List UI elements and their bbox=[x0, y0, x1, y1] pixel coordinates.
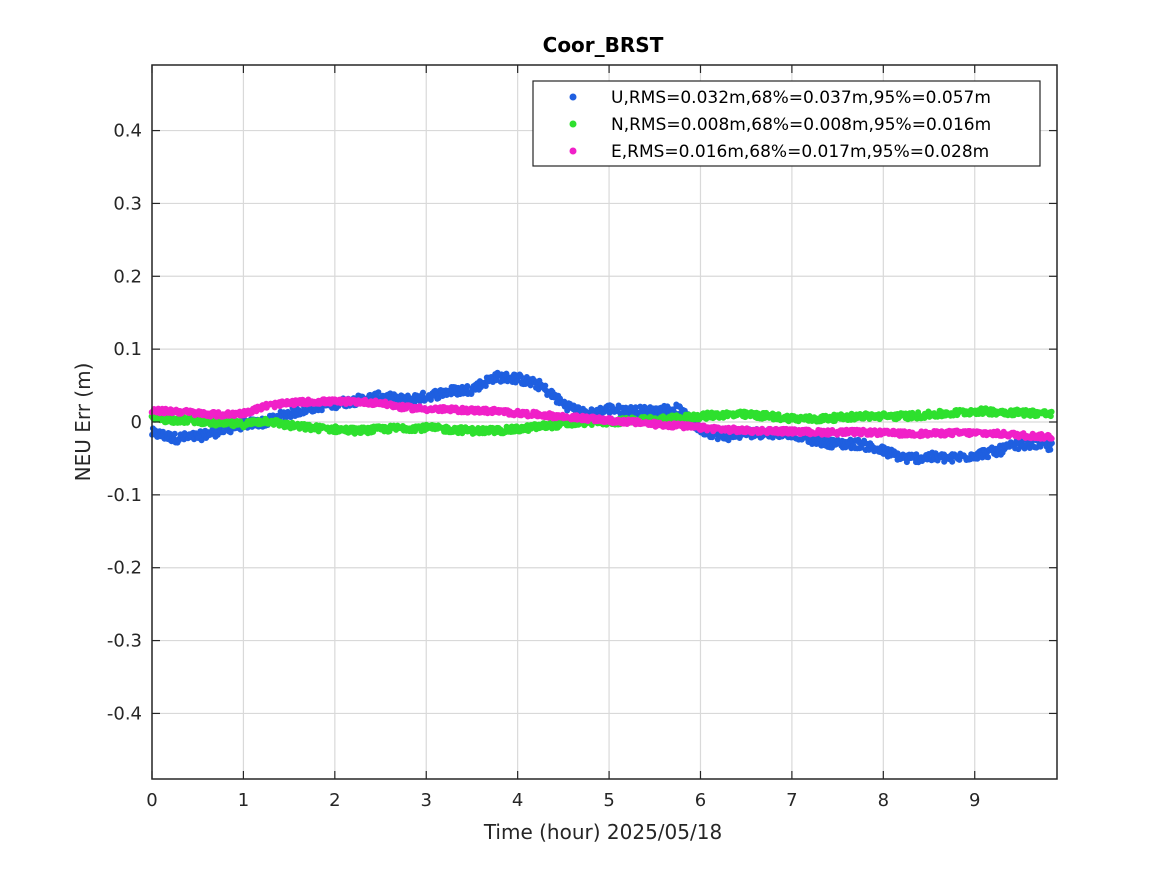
x-tick-label: 6 bbox=[695, 790, 706, 811]
chart-title: Coor_BRST bbox=[543, 33, 664, 57]
y-tick-label: -0.3 bbox=[107, 631, 142, 652]
x-tick-label: 7 bbox=[786, 790, 797, 811]
scatter-point bbox=[518, 373, 525, 380]
x-tick-label: 2 bbox=[329, 790, 340, 811]
x-tick-label: 9 bbox=[969, 790, 980, 811]
scatter-point bbox=[542, 382, 549, 389]
legend: U,RMS=0.032m,68%=0.037m,95%=0.057m N,RMS=… bbox=[532, 80, 1041, 167]
scatter-point bbox=[1048, 435, 1055, 442]
scatter-point bbox=[420, 389, 426, 396]
data-series bbox=[148, 369, 1055, 466]
legend-marker bbox=[569, 93, 577, 101]
legend-label: E,RMS=0.016m,68%=0.017m,95%=0.028m bbox=[611, 142, 989, 162]
scatter-point bbox=[575, 404, 582, 411]
y-tick-label: -0.2 bbox=[107, 558, 142, 579]
y-tick-label: -0.4 bbox=[107, 703, 142, 724]
series-e bbox=[148, 396, 1055, 442]
y-axis-title: NEU Err (m) bbox=[71, 363, 95, 482]
x-tick-label: 4 bbox=[512, 790, 523, 811]
legend-label: U,RMS=0.032m,68%=0.037m,95%=0.057m bbox=[611, 88, 991, 108]
scatter-point bbox=[985, 454, 992, 461]
scatter-point bbox=[1048, 440, 1055, 447]
y-tick-label: 0.2 bbox=[113, 266, 142, 287]
scatter-point bbox=[464, 383, 471, 389]
scatter-point bbox=[167, 430, 173, 437]
y-tick-label: 0.4 bbox=[113, 121, 142, 142]
legend-box bbox=[532, 80, 1041, 167]
legend-marker bbox=[569, 120, 577, 128]
scatter-point bbox=[632, 404, 639, 411]
y-tick-label: 0.1 bbox=[113, 339, 142, 360]
axis-ticks: 0 1 2 3 4 5 6 7 8 9 -0.4 -0.3 -0.2 -0.1 0 0.1 0.2 0.3 0.4 bbox=[107, 65, 1057, 811]
scatter-point bbox=[1048, 408, 1055, 415]
scatter-point bbox=[375, 389, 382, 396]
scatter-point bbox=[1047, 446, 1054, 453]
y-tick-label: 0.3 bbox=[113, 193, 142, 214]
x-tick-label: 3 bbox=[421, 790, 432, 811]
x-axis-title: Time (hour) 2025/05/18 bbox=[483, 820, 722, 844]
x-tick-label: 5 bbox=[603, 790, 614, 811]
scatter-point bbox=[809, 441, 816, 447]
x-tick-label: 1 bbox=[238, 790, 249, 811]
scatter-point bbox=[171, 430, 178, 437]
y-tick-label: -0.1 bbox=[107, 485, 142, 506]
scatter-point bbox=[949, 458, 956, 465]
legend-label: N,RMS=0.008m,68%=0.008m,95%=0.016m bbox=[611, 115, 991, 135]
legend-marker bbox=[569, 147, 577, 155]
scatter-point bbox=[482, 383, 489, 389]
y-tick-label: 0 bbox=[131, 412, 142, 433]
series-n bbox=[148, 405, 1055, 437]
scatter-point bbox=[514, 377, 521, 384]
scatter-point bbox=[493, 377, 500, 384]
x-tick-label: 0 bbox=[146, 790, 157, 811]
scatter-point bbox=[318, 407, 325, 414]
legend-items: U,RMS=0.032m,68%=0.037m,95%=0.057m N,RMS=… bbox=[569, 88, 991, 162]
scatter-point bbox=[468, 390, 475, 397]
x-tick-label: 8 bbox=[878, 790, 889, 811]
